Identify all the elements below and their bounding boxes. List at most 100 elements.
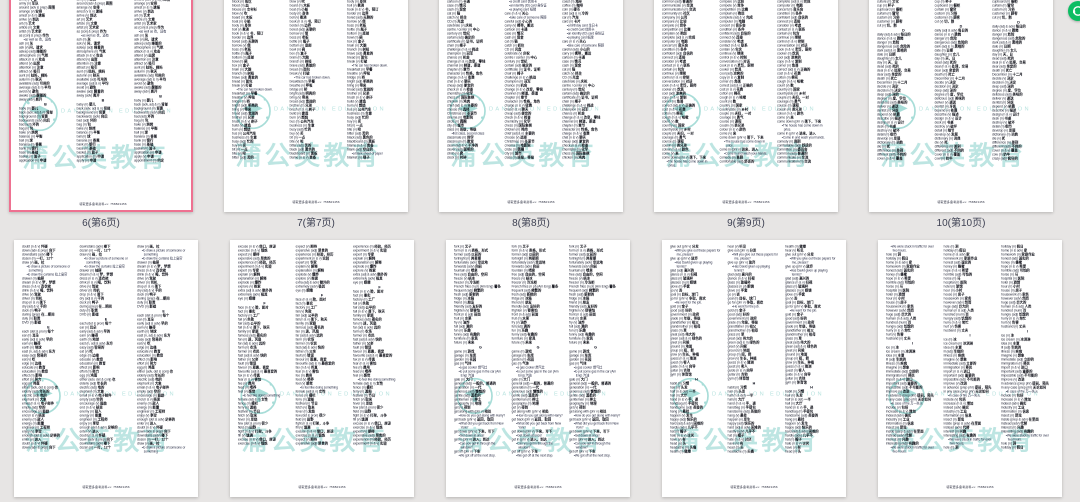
vocab-entry: expensive (adj) 昂贵的 [295,248,329,253]
vocab-entry: farmer (n) 农民 [237,349,260,354]
example-line: •Will you give out these papers for me, … [789,256,836,265]
vocab-entry: detail (n) 细节 [876,132,897,137]
vocab-entry: freeze (v) 结冰 [569,276,591,281]
example-line: •We got off at the next stop. [458,453,496,458]
vocab-entry: crazy (adj) 疯狂的 [992,156,1018,161]
vocab-column: health (n) 健康 hear (v) 听见 give out (phr v)… [785,245,838,484]
page-thumbnail[interactable]: DANDELION EDUCATION蒲公英教育application (n) … [9,0,193,212]
vocab-entry: fountain (n) 喷泉 [569,268,593,273]
vocab-entry: confident (adj) 自信的 [719,31,751,36]
page-thumbnail[interactable]: DANDELION EDUCATION蒲公英教育cover (n & v) 覆盖… [869,0,1053,212]
example-line: •The car has broken down. [294,75,331,80]
vocab-entry: east (n, adj & adv) 东方 [137,333,171,338]
vocab-entry: describe (v) 描述 [992,108,1017,113]
vocab-entry: hungry (adj) 饥饿的 [943,316,972,321]
page-thumbnail[interactable]: DANDELION EDUCATION 蒲公英教育 fork (n) 叉子 form … [446,240,630,497]
vocab-entry: atmosphere (n) 气氛 [134,45,164,50]
vocab-entry: energy (n) 能量 [21,421,45,426]
page-thumbnail[interactable]: DANDELION EDUCATION蒲公英教育colour (n & v) 颜… [654,0,838,212]
vocab-entry: horse (n) 马 [885,284,903,289]
vocab-entry: branch (n) 树枝 [231,71,255,76]
vocab-entry: centre / center (n) 中心 [504,55,538,60]
vocab-entry: customer (n) 顾客 [992,11,1018,16]
vocab-entry: broad (adj) 宽阔的 [347,87,374,92]
vocab-entry: custom (n) 习俗 [876,15,900,20]
vocab-entry: hope (n & v) 希望 [943,268,969,273]
vocab-entry: grandmother (n) 祖母 [785,332,816,337]
vocab-entry: bad (adj) 坏的 [76,118,97,123]
vocab-entry: bank (n) 银行 [134,138,154,143]
vocab-entry: glass (n) 玻璃杯 [669,276,694,281]
vocab-entry: cupboard (n) 橱柜 [876,7,903,12]
section-letter: E [104,317,108,322]
vocab-entry: house (n) 房子 [885,300,908,305]
vocab-entry: cotton (n) 棉花 [719,91,741,96]
vocab-entry: book (n & v) 书，预订 [289,19,321,24]
vocab-entry: daily (adj & adv) 每日的 [992,24,1026,29]
vocab-entry: hurt (v) 伤害 [1001,320,1019,325]
vocab-entry: ear (n) 耳朵 [79,325,97,330]
page-thumbnail[interactable]: DANDELION EDUCATION 蒲公英教育 excuse (n & v) 借… [230,240,414,497]
vocab-entry: home (n & adv) 家 [943,252,970,257]
section-letter: H [752,381,756,386]
vocab-entry: come down (phr v) 落下，下来 [777,119,822,124]
vocab-entry: continue (v) 继续 [661,71,687,76]
vocab-entry: champion (n) 冠军 [562,107,589,112]
vocab-entry: far (adj & adv) 远的 [353,325,381,330]
vocab-entry: come down (phr v) 落下，下来 [719,135,764,140]
vocab-entry: expect (v) 期待 [295,244,318,249]
vocab-entry: brain (n) 大脑 [289,55,309,60]
vocab-entry: chair (n) 椅子 [562,99,582,104]
vocab-entry: courage (n) 勇气 [661,135,686,140]
vocab-entry: available (adj) 可用的 [76,77,108,82]
vocab-entry: catch (v) 抓住 [446,15,467,20]
vocab-entry: decision (n) 决定 [876,88,901,93]
example-line: •to feel like doing something [357,377,396,382]
vocab-entry: dry (adj & v) 干的 [21,304,47,309]
vocab-entry: Christmas (n) 圣诞节 [446,111,477,116]
vocab-entry: celebrate (v) 庆祝 [562,79,588,84]
vocab-entry: class (n) 班级，等级 [504,155,535,160]
vocab-entry: cook (n & v) 烹饪，厨师 [661,83,697,88]
page-thumbnail[interactable]: DANDELION EDUCATION 蒲公英教育 give out (phr v)… [662,240,846,497]
vocab-entry: dream (n & v) 梦，梦想 [21,280,56,285]
example-line: •to draw the curtains 拉上窗帘 [84,264,125,269]
vocab-entry: aunt (n) 姑妈，姨妈 [76,69,106,74]
vocab-entry: deep (adj) 深的 [992,84,1014,89]
vocab-entry: general (adj) 一般的，普通的 [511,381,554,386]
vocab-entry: bored (adj) 无聊的 [231,39,259,44]
vocab-entry: fast (adj & adv) 快的 [295,345,325,350]
vocab-entry: art (n) 艺术 [76,17,93,22]
vocab-entry: include (v) 包括 [943,397,966,402]
vocab-entry: educate (v) 教育 [137,349,161,354]
vocab-entry: backwards (adv) 向后 [134,110,166,115]
vocab-entry: end (n & v) 结束 [21,413,46,418]
vocab-entry: brain (n) 大脑 [347,43,367,48]
vocab-entry: expensive (adj) 昂贵的 [237,256,271,261]
vocab-entry: eat (v) 吃 [137,341,151,346]
page-thumbnail[interactable]: DANDELION EDUCATION 蒲公英教育 doubt (n & v) 怀疑… [14,240,198,497]
customer-service-float-button[interactable] [1068,1,1080,21]
vocab-columns: fork (n) 叉子 form (n & v) 表格，形式 former (adj… [446,240,630,484]
vocab-entry: break (v) 打破 [289,71,310,76]
vocab-entry: catch (v) 抓住 [504,43,525,48]
vocab-entry: in any case (prep phr) 无论如何 [885,397,932,402]
vocab-entry: freezer (n) 冷冻柜 [511,280,538,285]
vocab-entry: contact (n & v) 联系 [777,27,806,32]
vocab-entry: atmosphere (n) 气氛 [76,49,106,54]
vocab-entry: get in (phr v) 进入，到达 [453,437,490,442]
vocab-entry: box (n) 盒子 [289,51,307,56]
vocab-entry: hole (n) 洞 [885,252,901,257]
page-thumbnail[interactable]: DANDELION EDUCATION 蒲公英教育 •We were stuck i… [878,240,1062,497]
vocab-entry: borrow (v) 借 [289,31,309,36]
vocab-entry: frighten (v) 使害怕 [569,308,596,313]
vocab-entry: article (n) 文章 [134,17,155,22]
vocab-entry: couple (n) 夫妇，一对 [661,131,694,136]
vocab-entry: grass (n) 草 [785,336,802,341]
vocab-entry: guide (n & v) 向导 [727,368,754,373]
vocab-entry: encourage (v) 鼓励 [79,401,107,406]
